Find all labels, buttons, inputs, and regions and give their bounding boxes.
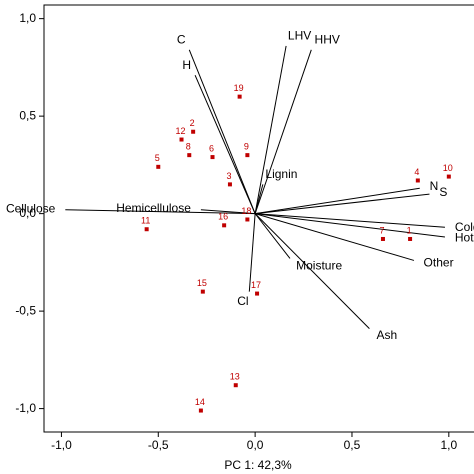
vector-label: Cellulose	[6, 202, 56, 216]
point-label: 9	[244, 142, 249, 152]
point-label: 15	[197, 278, 207, 288]
score-point	[200, 289, 205, 294]
x-tick-label: -0,5	[148, 438, 169, 452]
y-tick-label: 0,5	[19, 108, 36, 122]
score-point	[237, 94, 242, 99]
point-label: 3	[226, 171, 231, 181]
point-label: 19	[234, 83, 244, 93]
point-label: 16	[218, 212, 228, 222]
score-point	[179, 137, 184, 142]
vector-label: S	[439, 185, 447, 199]
vector-label: Hemicellulose	[116, 201, 191, 215]
score-point	[380, 236, 385, 241]
point-label: 2	[190, 118, 195, 128]
score-point	[233, 383, 238, 388]
loading-vector	[254, 213, 415, 261]
point-label: 5	[155, 153, 160, 163]
score-point	[191, 129, 196, 134]
point-label: 6	[209, 143, 214, 153]
loading-vector	[188, 49, 256, 214]
score-point	[210, 155, 215, 160]
vector-label: Moisture	[296, 259, 342, 273]
point-label: 10	[443, 163, 453, 173]
y-tick-label: -1,0	[15, 401, 36, 415]
score-point	[156, 164, 161, 169]
y-tick-label: 0,0	[19, 206, 36, 220]
vector-label: LHV	[288, 28, 311, 42]
point-label: 1	[407, 225, 412, 235]
score-point	[245, 217, 250, 222]
vector-label: Ash	[376, 328, 397, 342]
vector-label: Lignin	[265, 167, 297, 181]
score-point	[198, 408, 203, 413]
loading-vector	[248, 213, 256, 292]
loading-vector	[254, 49, 312, 214]
loading-vector	[255, 213, 446, 238]
loading-vector	[194, 74, 256, 214]
point-label: 18	[241, 206, 251, 216]
loading-vector	[254, 213, 370, 330]
vector-label: Hot wat	[455, 230, 474, 244]
vector-label: H	[182, 58, 191, 72]
x-axis-label: PC 1: 42,3%	[224, 458, 292, 472]
vector-label: HHV	[315, 33, 340, 47]
score-point	[408, 236, 413, 241]
point-label: 11	[141, 216, 150, 226]
loading-vector	[255, 193, 430, 215]
loading-vector	[255, 187, 420, 215]
point-label: 12	[176, 126, 186, 136]
x-tick-label: 1,0	[440, 438, 457, 452]
loading-vector	[255, 213, 445, 228]
vector-label: Cl	[237, 294, 248, 308]
loading-vector	[65, 209, 256, 215]
point-label: 8	[186, 142, 191, 152]
score-point	[144, 227, 149, 232]
point-label: 7	[379, 225, 384, 235]
score-point	[222, 223, 227, 228]
x-tick-label: 0,5	[344, 438, 361, 452]
score-point	[446, 174, 451, 179]
y-tick-label: 1,0	[19, 11, 36, 25]
plot-frame	[43, 4, 474, 433]
point-label: 13	[230, 372, 240, 382]
x-tick-label: 0,0	[247, 438, 264, 452]
score-point	[187, 153, 192, 158]
vector-label: N	[430, 179, 439, 193]
point-label: 17	[251, 280, 261, 290]
score-point	[245, 153, 250, 158]
vector-label: Cold wat	[455, 220, 474, 234]
score-point	[415, 178, 420, 183]
loading-vector	[254, 184, 264, 214]
loading-vector	[254, 45, 287, 214]
x-tick-label: -1,0	[51, 438, 72, 452]
vector-label: Other	[424, 255, 454, 269]
loading-vector	[254, 213, 291, 259]
point-label: 14	[195, 397, 205, 407]
point-label: 4	[414, 167, 419, 177]
loading-vector	[200, 209, 256, 215]
vector-label: C	[177, 33, 186, 47]
y-tick-label: -0,5	[15, 303, 36, 317]
score-point	[227, 182, 232, 187]
score-point	[255, 291, 260, 296]
